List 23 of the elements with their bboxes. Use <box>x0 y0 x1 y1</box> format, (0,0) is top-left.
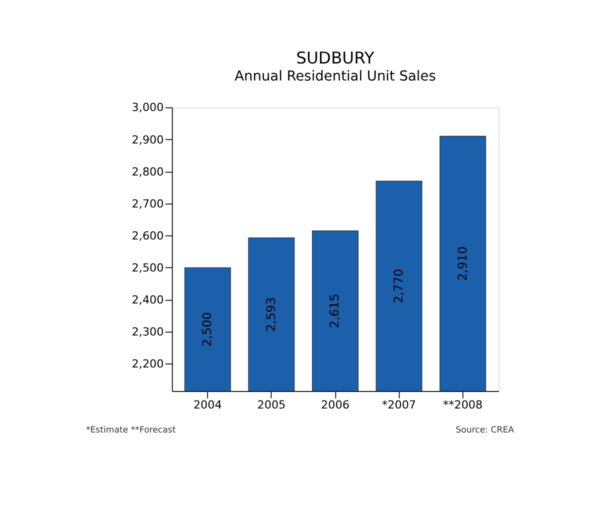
chart-subtitle: Annual Residential Unit Sales <box>234 68 436 85</box>
y-tick-label: 2,300 <box>132 326 164 339</box>
y-tick-label: 2,200 <box>132 358 164 371</box>
data-label: 2,910 <box>455 246 470 281</box>
data-label: 2,615 <box>328 294 342 328</box>
y-tick-label: 2,600 <box>132 229 164 242</box>
chart-title: SUDBURY <box>296 48 374 68</box>
y-tick-label: 2,500 <box>132 261 164 274</box>
y-tick-label: 2,700 <box>132 197 164 210</box>
y-tick-label: 2,900 <box>132 133 164 146</box>
text: *Estimate **Forecast <box>86 425 176 436</box>
x-tick-label: 2005 <box>257 398 286 412</box>
y-tick-label: 2,800 <box>132 165 164 178</box>
data-label: 2,593 <box>264 297 278 332</box>
data-label: 2,500 <box>200 312 214 347</box>
x-tick-label: **2008 <box>443 398 483 412</box>
data-label: 2,770 <box>391 268 406 304</box>
source-note: Source: CREA <box>456 425 514 436</box>
y-tick-label: 3,000 <box>132 101 164 114</box>
x-tick-label: 2004 <box>193 398 222 412</box>
y-tick-label: 2,400 <box>132 294 164 307</box>
x-tick-label: *2007 <box>382 398 416 412</box>
x-tick-label: 2006 <box>321 398 350 412</box>
